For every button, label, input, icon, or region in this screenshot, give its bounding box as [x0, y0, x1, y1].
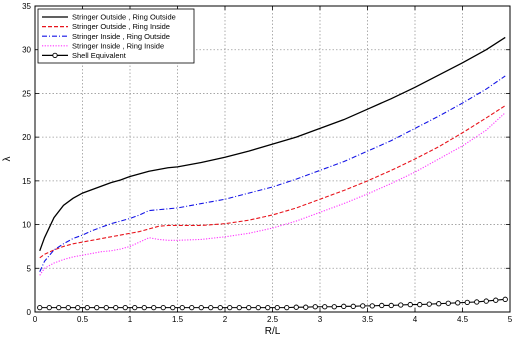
series-layer — [37, 36, 508, 311]
data-point — [350, 303, 356, 309]
data-point — [246, 304, 252, 311]
data-point — [436, 301, 442, 307]
y-tick-label: 25 — [22, 89, 31, 98]
data-point — [132, 304, 138, 311]
series-line — [39, 36, 506, 252]
y-tick-label: 0 — [27, 308, 32, 317]
x-tick-label: 3 — [318, 315, 323, 324]
x-axis-label: R/L — [265, 326, 281, 337]
data-point — [417, 301, 423, 308]
legend-item: Stringer Outside , Ring Outside — [42, 13, 176, 22]
data-point — [103, 304, 109, 311]
data-point — [75, 304, 81, 311]
data-point — [255, 304, 261, 311]
data-point — [455, 300, 461, 306]
data-point — [464, 299, 470, 306]
data-point — [227, 304, 233, 311]
data-point — [398, 302, 404, 308]
data-point — [179, 304, 185, 311]
y-axis-label: λ — [2, 157, 13, 162]
legend: Stringer Outside , Ring OutsideStringer … — [37, 8, 195, 64]
data-point — [369, 303, 375, 309]
legend-label: Stringer Outside , Ring Outside — [72, 13, 176, 22]
axis-ticks: 0 0.5 1 1.5 2 2.5 3 3.5 4 4.5 5 0 5 10 15 20 25 30 35 — [22, 2, 513, 324]
x-tick-label: 0 — [33, 315, 38, 324]
data-point — [284, 304, 290, 311]
data-point — [56, 304, 62, 311]
x-tick-label: 2 — [223, 315, 228, 324]
y-tick-label: 20 — [22, 133, 31, 142]
data-point — [236, 304, 242, 311]
x-tick-label: 4 — [413, 315, 418, 324]
data-point — [265, 304, 271, 311]
data-point — [407, 301, 413, 308]
series-3 — [39, 75, 506, 273]
legend-item: Stringer Inside , Ring Inside — [42, 41, 164, 50]
y-tick-label: 30 — [22, 46, 31, 55]
data-point — [274, 304, 280, 311]
grid-lines — [35, 6, 510, 312]
legend-label: Stringer Outside , Ring Inside — [72, 22, 170, 31]
legend-item: Stringer Outside , Ring Inside — [42, 22, 170, 31]
data-point — [493, 297, 499, 303]
legend-marker — [52, 52, 58, 59]
legend-label: Stringer Inside , Ring Outside — [72, 32, 170, 41]
data-point — [322, 304, 328, 310]
data-point — [37, 304, 43, 311]
legend-item: Stringer Inside , Ring Outside — [42, 32, 170, 41]
data-point — [217, 304, 223, 311]
data-point — [331, 304, 337, 310]
x-tick-label: 3.5 — [362, 315, 374, 324]
data-point — [160, 304, 166, 311]
legend-label: Stringer Inside , Ring Inside — [72, 41, 164, 50]
x-tick-label: 0.5 — [77, 315, 89, 324]
y-tick-label: 5 — [27, 264, 32, 273]
series-line — [39, 105, 506, 259]
data-point — [65, 304, 71, 311]
data-point — [94, 304, 100, 311]
data-point — [208, 304, 214, 311]
data-point — [379, 302, 385, 309]
y-tick-label: 35 — [22, 2, 31, 11]
x-tick-label: 4.5 — [457, 315, 469, 324]
data-point — [303, 304, 309, 310]
data-point — [445, 300, 451, 306]
data-point — [341, 303, 347, 309]
legend-label: Shell Equivalent — [72, 51, 127, 60]
data-point — [141, 304, 147, 311]
series-line — [39, 75, 506, 273]
data-point — [170, 304, 176, 311]
data-point — [502, 296, 508, 302]
data-point — [151, 304, 157, 311]
y-tick-label: 15 — [22, 177, 31, 186]
y-tick-label: 10 — [22, 221, 31, 230]
data-point — [474, 299, 480, 305]
data-point — [388, 302, 394, 309]
data-point — [360, 303, 366, 309]
data-point — [198, 304, 204, 311]
data-point — [312, 304, 318, 310]
series-2 — [39, 105, 506, 259]
x-tick-label: 2.5 — [267, 315, 279, 324]
data-point — [189, 304, 195, 311]
x-tick-label: 5 — [508, 315, 513, 324]
data-point — [113, 304, 119, 311]
data-point — [293, 304, 299, 310]
data-point — [46, 304, 52, 311]
series-1 — [39, 36, 506, 252]
data-point — [122, 304, 128, 311]
data-point — [84, 304, 90, 311]
data-point — [483, 298, 489, 304]
legend-item: Shell Equivalent — [42, 51, 127, 60]
x-tick-label: 1.5 — [172, 315, 184, 324]
series-5 — [37, 296, 508, 311]
x-tick-label: 1 — [128, 315, 133, 324]
data-point — [426, 301, 432, 307]
